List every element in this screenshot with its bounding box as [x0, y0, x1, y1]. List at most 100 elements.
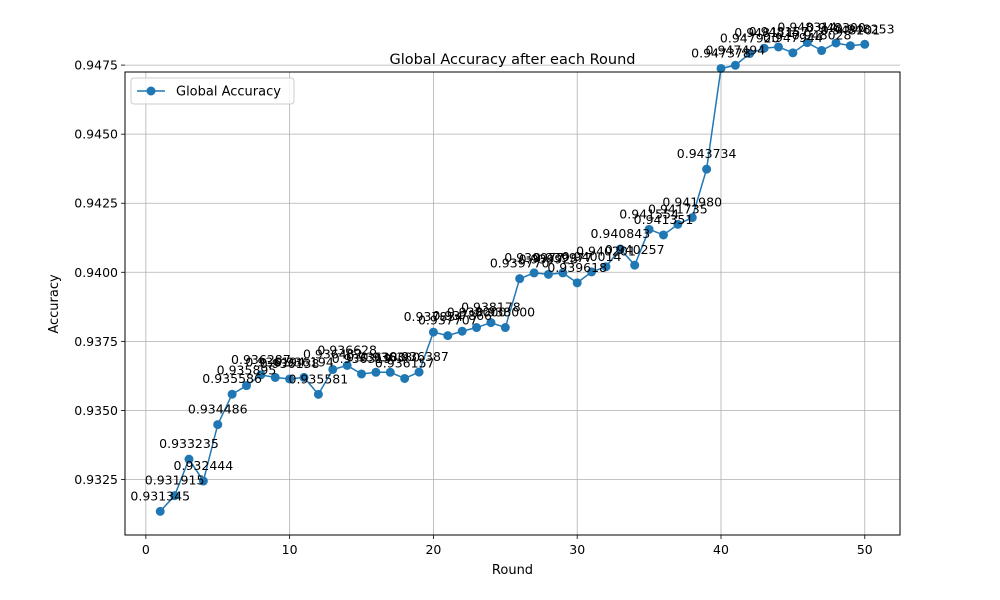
y-tick-label: 0.9400: [74, 265, 118, 280]
data-point-label: 0.936380: [346, 349, 406, 364]
grid-lines: [125, 64, 900, 535]
data-point: [472, 323, 482, 333]
data-point-label: 0.937707: [418, 313, 478, 328]
data-point: [673, 219, 683, 229]
data-point-label: 0.948300: [806, 20, 866, 35]
data-point-label: 0.948111: [734, 25, 794, 40]
data-point: [184, 454, 194, 464]
data-point-label: 0.948201: [821, 23, 881, 38]
data-point-label: 0.934486: [188, 402, 248, 417]
data-point-label: 0.941735: [648, 201, 708, 216]
data-point-label: 0.939618: [547, 260, 607, 275]
data-point: [414, 367, 424, 377]
data-point-label: 0.943734: [677, 146, 737, 161]
data-point-label: 0.936194: [274, 354, 334, 369]
x-tick-label: 30: [569, 542, 585, 557]
data-point: [730, 60, 740, 70]
data-point: [371, 367, 381, 377]
data-point-label: 0.939977: [504, 250, 564, 265]
data-point-label: 0.940257: [605, 242, 665, 257]
data-point-label: 0.948314: [777, 20, 837, 35]
data-point: [299, 372, 309, 382]
data-point-label: 0.935895: [217, 363, 277, 378]
data-point-label: 0.936387: [389, 349, 449, 364]
y-tick-label: 0.9325: [74, 472, 118, 487]
data-point: [213, 420, 223, 430]
data-point-label: 0.948253: [835, 21, 895, 36]
data-point-label: 0.938178: [461, 300, 521, 315]
data-point: [357, 369, 367, 379]
data-point-label: 0.936628: [317, 342, 377, 357]
data-point: [529, 268, 539, 278]
data-point-label: 0.936157: [375, 355, 435, 370]
data-point: [198, 476, 208, 486]
x-tick-label: 40: [713, 542, 729, 557]
data-point-label: 0.938000: [447, 305, 507, 320]
data-point-label: 0.940014: [562, 249, 622, 264]
data-point: [170, 491, 180, 501]
data-point: [702, 164, 712, 174]
data-point: [745, 48, 755, 58]
data-point: [630, 260, 640, 270]
data-point-label: 0.947944: [763, 30, 823, 45]
data-point-label: 0.936287: [231, 352, 291, 367]
y-tick-label: 0.9425: [74, 196, 118, 211]
data-point: [572, 278, 582, 288]
data-point: [385, 367, 395, 377]
data-point: [543, 269, 553, 279]
x-tick-label: 20: [425, 542, 441, 557]
data-point: [270, 372, 280, 382]
legend-label: Global Accuracy: [176, 85, 281, 100]
data-point-label: 0.941351: [634, 212, 694, 227]
data-point: [313, 389, 323, 399]
data-point-label: 0.931345: [130, 488, 190, 503]
data-point: [759, 43, 769, 53]
data-point-label: 0.941554: [619, 206, 679, 221]
data-point-label: 0.931915: [145, 473, 205, 488]
y-tick-label: 0.9475: [74, 58, 118, 73]
x-axis-label: Round: [492, 563, 533, 578]
y-tick-label: 0.9375: [74, 334, 118, 349]
data-point: [558, 268, 568, 278]
x-tick-label: 0: [142, 542, 150, 557]
chart-title: Global Accuracy after each Round: [389, 52, 635, 68]
data-point-label: 0.936482: [303, 346, 363, 361]
plot-frame: [124, 71, 901, 536]
data-point-label: 0.947494: [706, 42, 766, 57]
data-point: [644, 224, 654, 234]
data-point-label: 0.936194: [245, 354, 305, 369]
data-point-label: 0.935586: [202, 371, 262, 386]
data-point-label: 0.936138: [260, 356, 320, 371]
legend-box: [130, 77, 295, 105]
data-point-label: 0.937866: [432, 308, 492, 323]
y-tick-label: 0.9450: [74, 127, 118, 142]
data-point-label: 0.937834: [404, 309, 464, 324]
data-point-label: 0.948028: [792, 28, 852, 43]
data-point: [342, 360, 352, 370]
data-point-label: 0.941980: [662, 195, 722, 210]
data-point: [155, 506, 165, 516]
data-point: [587, 267, 597, 277]
data-point: [400, 373, 410, 383]
data-point: [241, 381, 251, 391]
data-point-label: 0.940201: [576, 244, 636, 259]
data-point: [500, 323, 510, 333]
data-point-label: 0.940843: [591, 226, 651, 241]
series-markers: [155, 38, 870, 516]
data-point: [515, 274, 525, 284]
data-point: [788, 48, 798, 58]
data-point: [601, 262, 611, 272]
x-tick-label: 50: [857, 542, 873, 557]
data-point-label: 0.936380: [360, 349, 420, 364]
data-point: [615, 244, 625, 254]
y-tick-label: 0.9350: [74, 403, 118, 418]
data-point-label: 0.933235: [159, 436, 219, 451]
x-tick-label: 10: [282, 542, 298, 557]
data-point: [227, 389, 237, 399]
data-point: [486, 318, 496, 328]
data-point: [443, 331, 453, 341]
data-point: [845, 41, 855, 51]
data-point-label: 0.939925: [519, 251, 579, 266]
